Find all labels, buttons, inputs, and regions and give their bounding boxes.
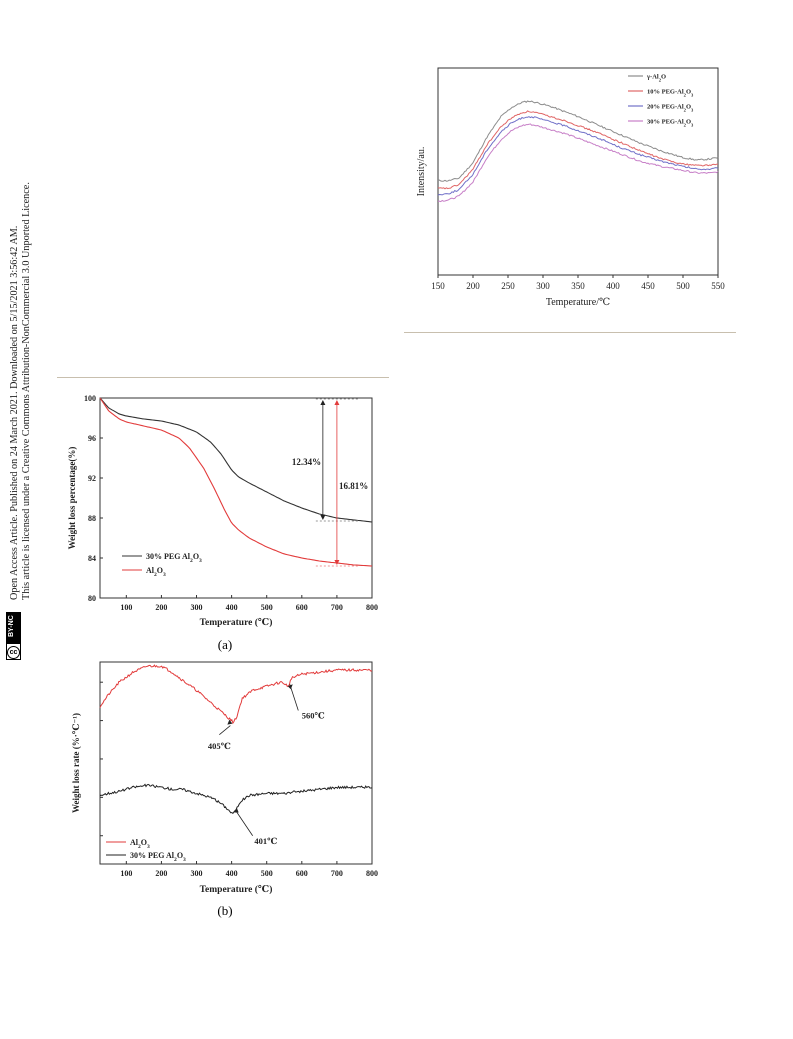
arrow-560-line — [289, 684, 299, 711]
series-line — [437, 110, 719, 190]
y-tick-label: 96 — [88, 434, 96, 443]
x-axis-label: Temperature (℃) — [200, 617, 273, 628]
x-tick-label: 450 — [641, 281, 655, 291]
x-tick-label: 350 — [571, 281, 585, 291]
x-tick-label: 500 — [676, 281, 690, 291]
x-tick-label: 800 — [366, 603, 378, 612]
arrow-red-up — [334, 400, 340, 405]
arrow-black-up — [320, 400, 326, 405]
y-tick-label: 100 — [84, 394, 96, 403]
caption-b: (b) — [217, 903, 233, 918]
arrow-560-head — [287, 684, 293, 690]
series-line — [437, 123, 719, 203]
cc-license-badge[interactable]: BY-NC cc — [6, 612, 21, 660]
x-tick-label: 800 — [366, 869, 378, 878]
arrow-401-head — [233, 807, 239, 813]
cc-icon: cc — [7, 646, 20, 659]
x-tick-label: 100 — [120, 869, 132, 878]
legend-label: 30% PEG Al2O3 — [146, 552, 202, 564]
x-axis-label: Temperature/℃ — [546, 297, 610, 308]
x-tick-label: 300 — [536, 281, 550, 291]
caption-a: (a) — [217, 637, 233, 652]
y-tick-label: 84 — [88, 554, 96, 563]
x-tick-label: 500 — [261, 603, 273, 612]
arrow-black-down — [320, 515, 326, 520]
annotation-405: 405℃ — [208, 741, 231, 751]
x-tick-label: 500 — [261, 869, 273, 878]
series-line — [437, 116, 719, 196]
x-tick-label: 600 — [296, 603, 308, 612]
arrow-red-down — [334, 560, 340, 565]
intensity-chart: 150 200 250 300 350 400 450 500 550 Temperature/℃… — [416, 67, 725, 308]
x-tick-label: 200 — [155, 603, 167, 612]
arrow-405-head — [227, 719, 233, 725]
series-line — [99, 664, 373, 725]
x-tick-label: 400 — [226, 603, 238, 612]
y-axis-label: Intensity/au. — [416, 147, 427, 197]
x-tick-label: 300 — [191, 603, 203, 612]
plot-frame — [99, 397, 373, 599]
series-line — [99, 397, 373, 523]
x-tick-label: 400 — [606, 281, 620, 291]
x-tick-label: 100 — [120, 603, 132, 612]
legend-label: γ-Al2O — [646, 74, 666, 83]
series-line — [99, 397, 373, 567]
legend-label: 30% PEG-Al2O3 — [647, 119, 694, 128]
arrow-405-line — [219, 725, 231, 736]
annotation-12-34: 12.34% — [292, 457, 321, 467]
legend-label: Al2O3 — [130, 838, 150, 850]
series-line — [437, 100, 719, 182]
y-axis-label: Weight loss rate (%·℃⁻¹) — [71, 713, 81, 813]
divider-left — [57, 377, 389, 378]
y-axis-label: Weight loss percentage(%) — [67, 447, 77, 550]
sidebar-line-2[interactable]: This article is licensed under a Creativ… — [21, 182, 32, 600]
plot-frame — [437, 67, 719, 276]
legend-label: 10% PEG-Al2O3 — [647, 89, 694, 98]
tga-chart: 100 200 300 400 500 600 700 800 80 84 88 92 96 100 Tem… — [67, 394, 378, 628]
y-tick-label: 88 — [88, 514, 96, 523]
x-tick-label: 400 — [226, 869, 238, 878]
dtg-chart: 100 200 300 400 500 600 700 800 Temperature (℃) W… — [71, 661, 378, 895]
x-tick-label: 200 — [466, 281, 480, 291]
annotation-401: 401℃ — [254, 836, 277, 846]
annotation-16-81: 16.81% — [339, 481, 368, 491]
y-tick-label: 92 — [88, 474, 96, 483]
arrow-401-line — [235, 810, 254, 836]
x-axis-label: Temperature (℃) — [200, 884, 273, 895]
divider-right — [404, 332, 736, 333]
annotation-560: 560℃ — [302, 711, 325, 721]
x-tick-label: 700 — [331, 603, 343, 612]
by-nc-mark: BY-NC — [7, 613, 20, 644]
x-tick-label: 550 — [711, 281, 725, 291]
x-tick-label: 700 — [331, 869, 343, 878]
x-tick-label: 600 — [296, 869, 308, 878]
y-tick-label: 80 — [88, 594, 96, 603]
legend-label: 20% PEG-Al2O3 — [647, 104, 694, 113]
sidebar-line-1: Open Access Article. Published on 24 Mar… — [9, 225, 20, 600]
x-tick-label: 200 — [155, 869, 167, 878]
x-tick-label: 250 — [501, 281, 515, 291]
x-tick-label: 150 — [431, 281, 445, 291]
x-tick-label: 300 — [191, 869, 203, 878]
legend-label: Al2O3 — [146, 566, 166, 578]
plot-frame — [99, 661, 373, 865]
legend-label: 30% PEG Al2O3 — [130, 851, 186, 863]
